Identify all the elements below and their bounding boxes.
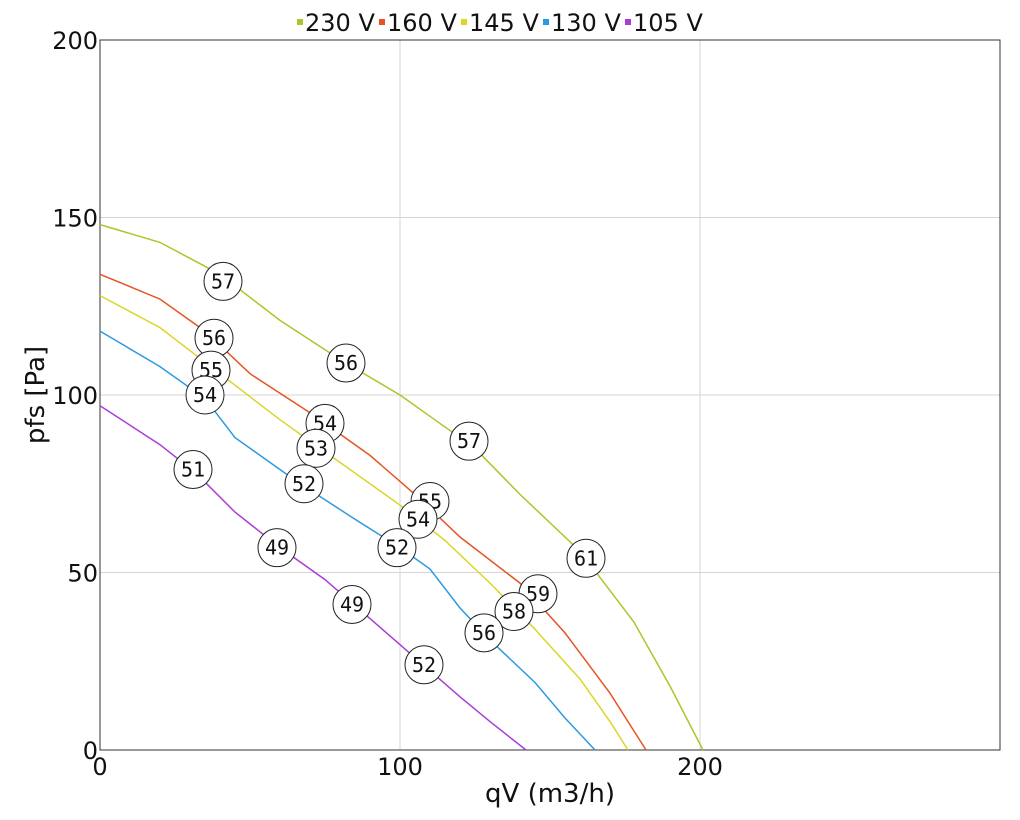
y-axis-title: pfs [Pa] xyxy=(21,346,51,444)
curve-badge: 52 xyxy=(377,528,417,568)
legend-item[interactable]: 230 V xyxy=(297,9,375,37)
series-line xyxy=(99,273,647,751)
badge-value: 57 xyxy=(211,269,235,293)
badge-circle xyxy=(296,428,336,468)
tick-labels: 0 100 200 0 50 100 150 200 xyxy=(52,27,723,781)
badge-value: 56 xyxy=(202,326,226,350)
legend-swatch xyxy=(543,19,549,25)
badge-circle xyxy=(449,421,489,461)
badge-value: 49 xyxy=(265,536,289,560)
badge-circle xyxy=(203,261,243,301)
legend-item[interactable]: 105 V xyxy=(625,9,703,37)
badge-circle xyxy=(404,645,444,685)
curve-badge: 58 xyxy=(494,592,534,632)
legend-label: 145 V xyxy=(469,9,539,37)
badge-circle xyxy=(377,528,417,568)
y-tick-label: 150 xyxy=(52,205,98,233)
curve-badge: 57 xyxy=(449,421,489,461)
legend-label: 160 V xyxy=(387,9,457,37)
curve-badge: 49 xyxy=(257,528,297,568)
plot-area-frame xyxy=(99,39,1001,751)
badge-circle xyxy=(326,343,366,383)
badge-circle xyxy=(185,375,225,415)
legend-swatch xyxy=(379,19,385,25)
legend-label: 130 V xyxy=(551,9,621,37)
x-tick-label: 200 xyxy=(677,753,723,781)
badge-value: 52 xyxy=(385,536,409,560)
legend-label: 230 V xyxy=(305,9,375,37)
x-tick-label: 100 xyxy=(377,753,423,781)
legend-swatch xyxy=(461,19,467,25)
y-tick-label: 50 xyxy=(67,560,98,588)
badge-circle xyxy=(464,613,504,653)
legend[interactable]: 230 V 160 V 145 V 130 V 105 V xyxy=(297,9,703,37)
grid xyxy=(100,40,1000,750)
badge-value: 58 xyxy=(502,600,526,624)
x-axis-title: qV (m3/h) xyxy=(485,779,615,809)
curve-badge: 61 xyxy=(566,538,606,578)
badge-circle xyxy=(257,528,297,568)
curve-badge: 51 xyxy=(173,450,213,490)
x-tick-label: 0 xyxy=(92,753,107,781)
badge-value: 53 xyxy=(304,436,328,460)
legend-label: 105 V xyxy=(633,9,703,37)
badge-value: 56 xyxy=(472,621,496,645)
y-tick-label: 100 xyxy=(52,382,98,410)
badge-circle xyxy=(332,584,372,624)
badge-value: 51 xyxy=(181,458,205,482)
badge-value: 56 xyxy=(334,351,358,375)
legend-swatch xyxy=(625,19,631,25)
legend-item[interactable]: 145 V xyxy=(461,9,539,37)
y-tick-label: 200 xyxy=(52,27,98,55)
curve-badge: 56 xyxy=(194,318,234,358)
curve-badge: 54 xyxy=(185,375,225,415)
badge-circle xyxy=(284,464,324,504)
curve-badge: 52 xyxy=(284,464,324,504)
curve-badge: 56 xyxy=(464,613,504,653)
badge-value: 57 xyxy=(457,429,481,453)
curve-badge: 53 xyxy=(296,428,336,468)
badge-circle xyxy=(173,450,213,490)
curve-badge: 52 xyxy=(404,645,444,685)
legend-item[interactable]: 130 V xyxy=(543,9,621,37)
badge-value: 49 xyxy=(340,592,364,616)
series-line xyxy=(99,330,596,751)
legend-swatch xyxy=(297,19,303,25)
badge-circle xyxy=(566,538,606,578)
badge-value: 61 xyxy=(574,546,598,570)
curve-badge: 54 xyxy=(398,499,438,539)
badge-value: 54 xyxy=(193,383,217,407)
badge-circle xyxy=(398,499,438,539)
badge-value: 52 xyxy=(292,472,316,496)
legend-item[interactable]: 160 V xyxy=(379,9,457,37)
badge-circle xyxy=(494,592,534,632)
y-tick-label: 0 xyxy=(83,737,98,765)
badge-value: 54 xyxy=(406,507,430,531)
curve-badge: 56 xyxy=(326,343,366,383)
curve-badge: 57 xyxy=(203,261,243,301)
badge-value: 52 xyxy=(412,653,436,677)
curve-badge: 49 xyxy=(332,584,372,624)
